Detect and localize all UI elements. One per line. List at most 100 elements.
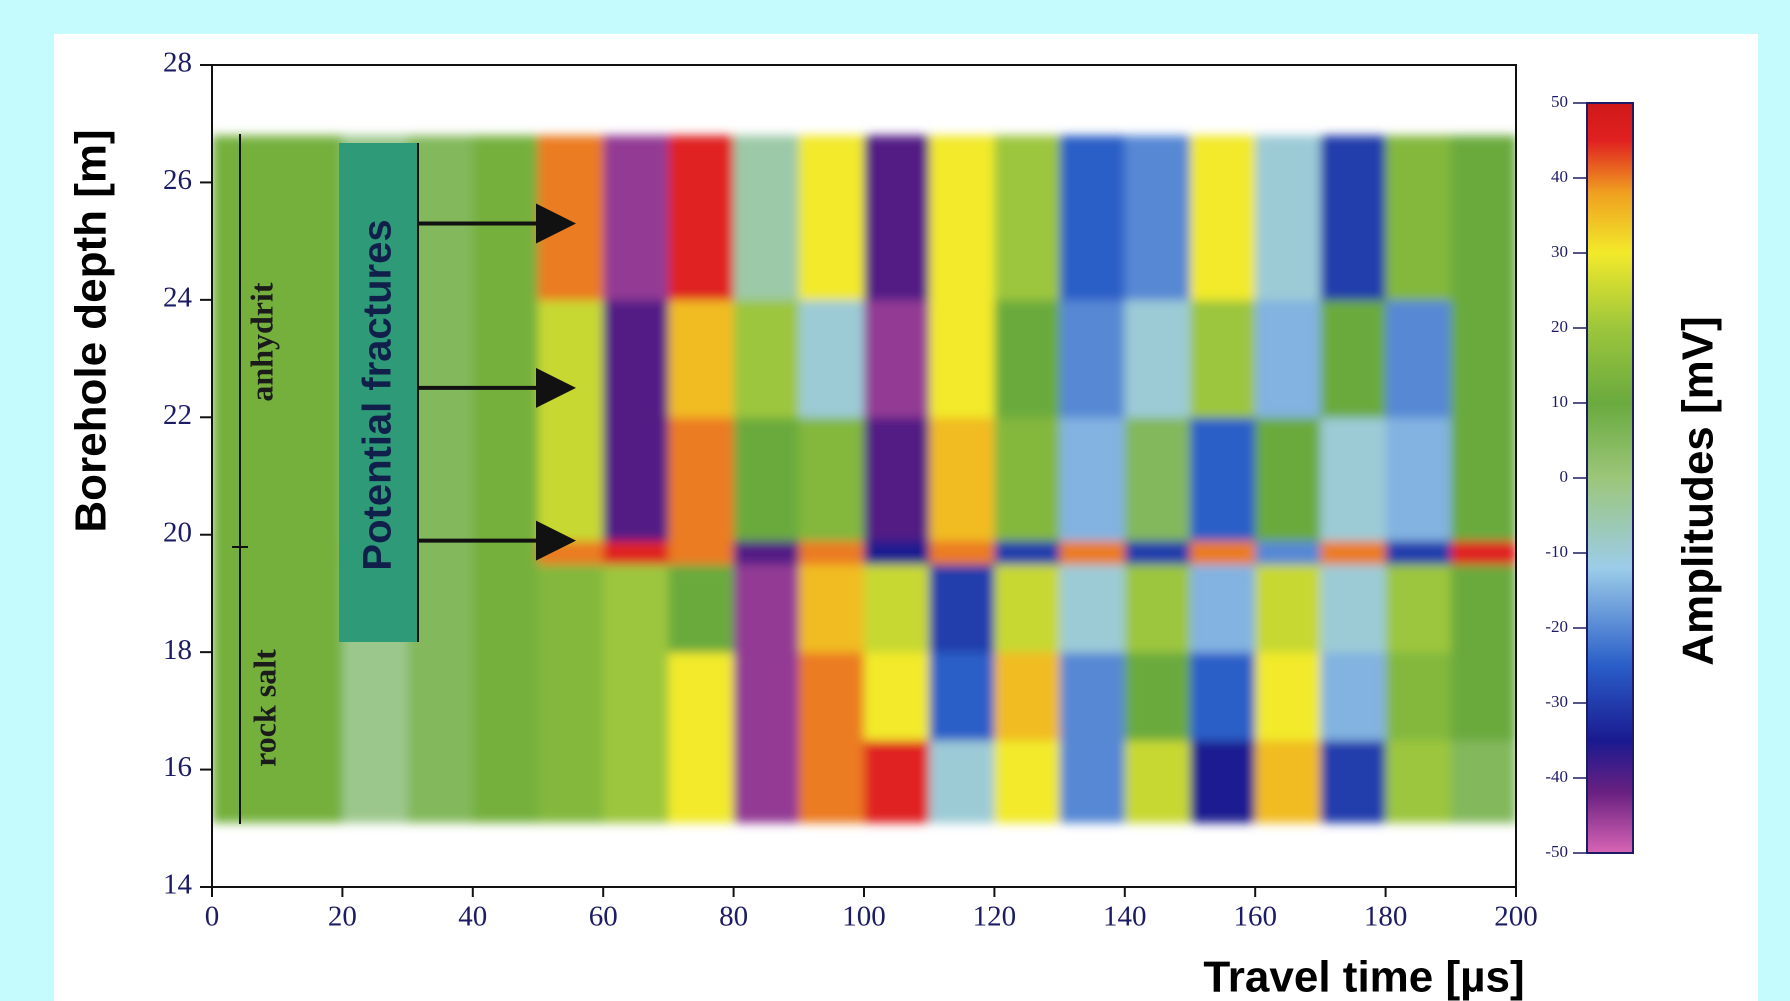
heat-cell <box>472 299 539 418</box>
heat-cell <box>538 564 604 653</box>
heat-cell <box>212 564 278 653</box>
heat-cell <box>929 652 995 741</box>
x-tick-label: 180 <box>1364 901 1408 933</box>
y-tick-label: 26 <box>163 164 192 196</box>
heat-cell <box>1124 417 1191 542</box>
heat-cell <box>798 135 865 301</box>
x-tick-label: 60 <box>589 901 618 933</box>
heat-cell <box>864 540 930 565</box>
heat-cell <box>1059 299 1126 418</box>
x-tick-label: 0 <box>205 901 220 933</box>
upper-layer-label: anhydrit <box>243 282 279 401</box>
heat-cell <box>1450 740 1516 823</box>
heat-cell <box>212 540 278 565</box>
heat-cell <box>1124 740 1191 823</box>
y-tick-label: 16 <box>163 751 192 783</box>
heat-cell <box>1450 652 1516 741</box>
heat-cell <box>668 652 735 741</box>
heat-cell <box>929 540 995 565</box>
heat-cell <box>994 564 1061 653</box>
heat-cell <box>798 564 865 653</box>
heat-cell <box>1190 652 1256 741</box>
colorbar-tick-label: -40 <box>1545 767 1568 786</box>
heat-cell <box>603 417 669 542</box>
x-tick-label: 40 <box>458 901 487 933</box>
heat-cell <box>472 540 539 565</box>
fractures-label: Potential fractures <box>356 219 400 570</box>
heat-cell <box>1320 564 1387 653</box>
heat-cell <box>1320 540 1387 565</box>
x-tick-label: 200 <box>1494 901 1538 933</box>
heat-cell <box>994 417 1061 542</box>
y-tick-label: 28 <box>163 47 192 79</box>
heat-cell <box>1059 740 1126 823</box>
heat-cell <box>603 299 669 418</box>
heat-cell <box>668 564 735 653</box>
x-tick-label: 160 <box>1233 901 1277 933</box>
heat-cell <box>407 652 474 741</box>
heat-cell <box>994 540 1061 565</box>
heat-cell <box>538 299 604 418</box>
x-tick-label: 80 <box>719 901 748 933</box>
heat-cell <box>277 652 343 741</box>
heat-cell <box>472 135 539 301</box>
heat-cell <box>733 299 800 418</box>
heat-cell <box>1190 740 1256 823</box>
heat-cell <box>1190 540 1256 565</box>
y-tick-label: 20 <box>163 516 192 548</box>
heat-cell <box>1124 652 1191 741</box>
heat-cell <box>342 652 409 741</box>
colorbar-tick-label: 50 <box>1551 92 1568 111</box>
heat-cell <box>212 135 278 301</box>
heat-cell <box>603 740 669 823</box>
heat-cell <box>407 740 474 823</box>
heat-cell <box>603 135 669 301</box>
heat-cell <box>1190 135 1256 301</box>
heat-cell <box>1255 299 1321 418</box>
heat-cell <box>1320 652 1387 741</box>
heat-cell <box>1450 417 1516 542</box>
heat-cell <box>277 740 343 823</box>
y-axis-title: Borehole depth [m] <box>67 129 116 532</box>
heat-cell <box>603 540 669 565</box>
heat-cell <box>1255 417 1321 542</box>
heatmap <box>212 135 1516 823</box>
heat-cell <box>733 652 800 741</box>
heat-cell <box>1450 564 1516 653</box>
colorbar-tick-label: -30 <box>1545 692 1568 711</box>
heat-cell <box>1385 540 1452 565</box>
heat-cell <box>277 299 343 418</box>
heat-cell <box>1190 564 1256 653</box>
heat-cell <box>798 540 865 565</box>
heat-cell <box>1124 540 1191 565</box>
heat-cell <box>929 135 995 301</box>
colorbar-tick-label: -10 <box>1545 542 1568 561</box>
heat-cell <box>472 417 539 542</box>
y-tick-label: 14 <box>163 869 193 901</box>
heat-cell <box>212 417 278 542</box>
heat-cell <box>472 564 539 653</box>
heat-cell <box>668 740 735 823</box>
heat-cell <box>1124 135 1191 301</box>
heat-cell <box>1124 299 1191 418</box>
heat-cell <box>994 135 1061 301</box>
heat-cell <box>798 740 865 823</box>
heat-cell <box>1450 135 1516 301</box>
heat-cell <box>733 540 800 565</box>
heat-cell <box>1385 299 1452 418</box>
heat-cell <box>1385 417 1452 542</box>
heat-cell <box>668 299 735 418</box>
x-tick-label: 100 <box>842 901 886 933</box>
heat-cell <box>212 740 278 823</box>
heat-cell <box>1059 417 1126 542</box>
heat-cell <box>668 135 735 301</box>
heat-cell <box>1059 135 1126 301</box>
heat-cell <box>798 652 865 741</box>
heat-cell <box>472 740 539 823</box>
colorbar-title: Amplitudes [mV] <box>1674 316 1723 666</box>
colorbar-tick-label: 20 <box>1551 317 1568 336</box>
heatmap-cells <box>212 135 1516 823</box>
heat-cell <box>1059 564 1126 653</box>
heat-cell <box>407 540 474 565</box>
